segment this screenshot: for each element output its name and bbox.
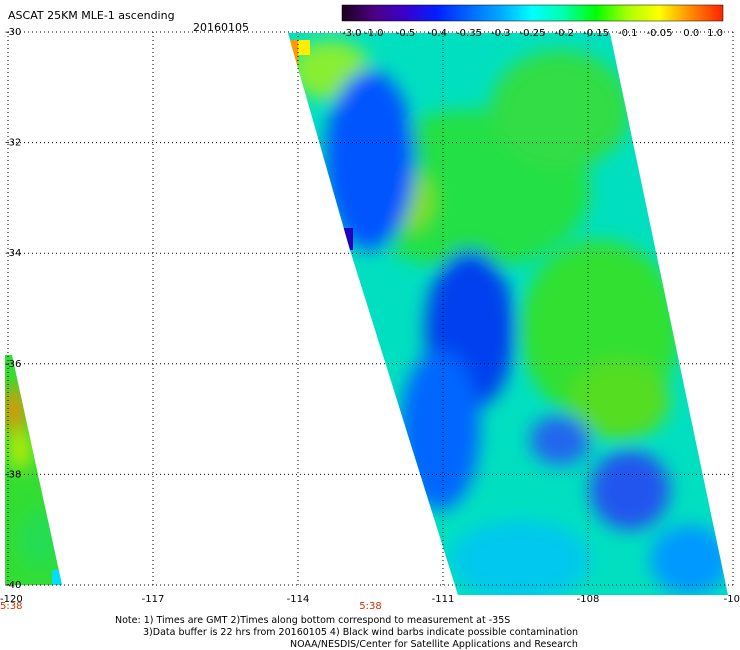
latitude-label: -32	[5, 138, 21, 149]
map-date: 20160105	[193, 21, 249, 34]
colorbar-tick-label: -0.2	[554, 28, 574, 39]
longitude-label: -108	[577, 594, 600, 605]
note-line-2: 3)Data buffer is 22 hrs from 20160105 4)…	[143, 627, 579, 638]
latitude-labels: -30 -32 -34 -36 -38 -40	[5, 27, 21, 591]
latitude-label: -34	[5, 248, 21, 259]
longitude-label: -10	[724, 594, 740, 605]
colorbar-tick-label: -0.05	[647, 28, 673, 39]
colorbar-tick-label: -0.3	[491, 28, 511, 39]
colorbar-tick-label: -0.15	[583, 28, 609, 39]
colorbar-tick-label: 0.0	[683, 28, 699, 39]
time-label: 5:38	[359, 601, 381, 612]
colorbar: -3.0 -1.0 -0.5 -0.4 -0.35 -0.3 -0.25 -0.2 -0.15-…	[341, 4, 724, 39]
colorbar-gradient	[341, 4, 724, 22]
note-line-3: NOAA/NESDIS/Center for Satellite Applica…	[290, 639, 578, 650]
colorbar-tick-label: -0.25	[520, 28, 546, 39]
latitude-label: -38	[5, 469, 21, 480]
latitude-label: -36	[5, 359, 21, 370]
map-title: ASCAT 25KM MLE-1 ascending	[8, 9, 175, 22]
longitude-label: -117	[142, 594, 165, 605]
colorbar-tick-label: -3.0	[342, 28, 362, 39]
longitude-label: -120	[0, 594, 23, 605]
latitude-label: -30	[5, 27, 21, 38]
time-label: 5:38	[0, 601, 22, 612]
colorbar-tick-label: -1.0	[364, 28, 384, 39]
note-line-1: Note: 1) Times are GMT 2)Times along bot…	[115, 615, 511, 626]
colorbar-tick-label: -0.35	[456, 28, 482, 39]
colorbar-tick-label: -0.4	[427, 28, 447, 39]
lat-lon-grid	[7, 31, 734, 586]
longitude-label: -111	[432, 594, 455, 605]
colorbar-tick-label: -0.5	[396, 28, 416, 39]
swath-main	[288, 33, 728, 595]
longitude-label: -114	[287, 594, 310, 605]
longitude-labels: -120 -117 -114 -111 -108 -10	[0, 594, 740, 605]
time-labels: 5:38 5:38	[0, 601, 382, 612]
colorbar-tick-label: -0.1	[618, 28, 638, 39]
latitude-label: -40	[5, 580, 21, 591]
colorbar-tick-label: 1.0	[707, 28, 723, 39]
